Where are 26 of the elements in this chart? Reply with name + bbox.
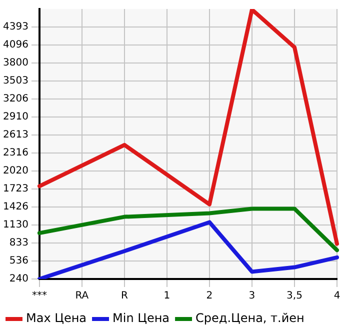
x-tick-label: 3 — [248, 290, 256, 302]
y-tick-label: 1723 — [2, 184, 28, 195]
y-tick-label: 2316 — [2, 148, 28, 159]
legend-label: Сред.Цена, т.йен — [196, 311, 304, 326]
y-tick-label: 240 — [9, 274, 28, 285]
x-tick-label: 2 — [206, 290, 213, 302]
y-tick-label: 3503 — [2, 76, 28, 87]
y-tick-label: 1130 — [2, 220, 28, 231]
y-tick-label: 3206 — [2, 94, 28, 105]
x-tick-label: RA — [75, 290, 89, 302]
x-tick-label: *** — [32, 290, 47, 302]
y-tick-label: 4393 — [2, 22, 28, 33]
x-tick-label: 1 — [164, 290, 170, 302]
y-tick-label: 4096 — [2, 40, 28, 51]
y-tick-label: 3800 — [2, 58, 28, 69]
y-tick-label: 2613 — [2, 130, 28, 141]
y-tick-label: 833 — [9, 238, 28, 249]
x-tick-label: 3,5 — [286, 290, 302, 302]
y-tick-label: 2020 — [2, 166, 28, 177]
legend-label: Min Цена — [112, 311, 170, 326]
x-tick-label: R — [120, 290, 128, 302]
y-tick-label: 2910 — [2, 112, 28, 123]
y-tick-label: 1426 — [2, 202, 28, 213]
legend-label: Max Цена — [26, 311, 87, 326]
y-tick-label: 536 — [9, 256, 28, 267]
x-tick-label: 4 — [334, 290, 340, 302]
